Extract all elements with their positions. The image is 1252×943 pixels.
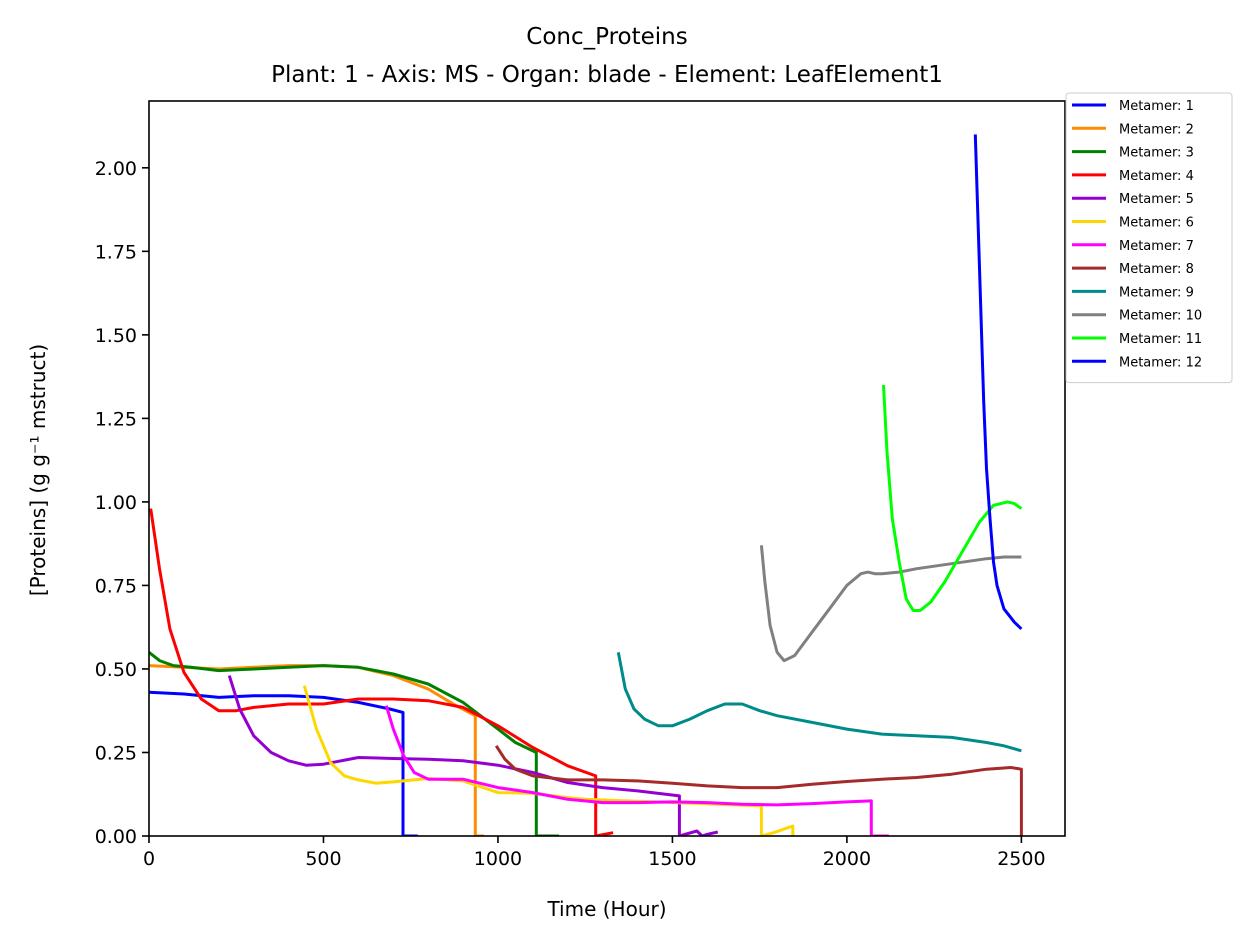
series-line-metamer-11 — [882, 384, 1023, 612]
series-line-metamer-7 — [384, 705, 889, 836]
legend-label: Metamer: 8 — [1119, 262, 1194, 277]
series-line-metamer-5 — [227, 675, 719, 836]
legend-label: Metamer: 6 — [1119, 216, 1194, 231]
plot-frame — [148, 100, 1066, 837]
y-tick-label: 1.50 — [95, 325, 137, 347]
legend: Metamer: 1 Metamer: 2 Metamer: 3 Metamer: 4… — [1065, 92, 1233, 384]
series-group — [149, 134, 1023, 836]
legend-label: Metamer: 9 — [1119, 285, 1194, 300]
chart-subtitle: Plant: 1 - Axis: MS - Organ: blade - Ele… — [271, 62, 943, 88]
plot-area: 0 500 1000 1500 2000 2500 0.00 0.25 0.50 0.75 1.00… — [95, 100, 1066, 870]
x-tick-label: 0 — [143, 848, 155, 870]
legend-label: Metamer: 7 — [1119, 239, 1194, 254]
y-tick-label: 2.00 — [95, 158, 137, 180]
legend-label: Metamer: 4 — [1119, 169, 1194, 184]
y-tick-label: 1.25 — [95, 408, 137, 430]
y-tick-label: 1.00 — [95, 492, 137, 514]
x-tick-label: 2500 — [997, 848, 1045, 870]
series-line-metamer-9 — [616, 652, 1022, 753]
series-line-metamer-3 — [149, 651, 559, 836]
series-line-metamer-10 — [759, 545, 1022, 663]
x-tick-label: 1500 — [648, 848, 696, 870]
chart-title: Conc_Proteins — [526, 24, 687, 50]
x-tick-label: 500 — [305, 848, 341, 870]
series-line-metamer-8 — [494, 744, 1023, 836]
y-tick-label: 0.50 — [95, 659, 137, 681]
legend-label: Metamer: 11 — [1119, 332, 1202, 347]
y-tick-label: 0.25 — [95, 742, 137, 764]
y-tick-label: 0.00 — [95, 826, 137, 848]
legend-label: Metamer: 3 — [1119, 146, 1194, 161]
legend-box — [1065, 92, 1233, 384]
y-tick-label: 1.75 — [95, 241, 137, 263]
series-line-metamer-4 — [149, 508, 614, 836]
x-tick-label: 1000 — [474, 848, 522, 870]
series-line-metamer-12 — [973, 134, 1023, 630]
y-axis-label: [Proteins] (g g⁻¹ mstruct) — [26, 344, 50, 596]
legend-label: Metamer: 1 — [1119, 99, 1194, 114]
legend-label: Metamer: 10 — [1119, 309, 1202, 324]
legend-label: Metamer: 12 — [1119, 355, 1202, 370]
legend-label: Metamer: 2 — [1119, 122, 1194, 137]
legend-label: Metamer: 5 — [1119, 192, 1194, 207]
y-tick-label: 0.75 — [95, 575, 137, 597]
x-axis-label: Time (Hour) — [546, 897, 666, 921]
x-tick-label: 2000 — [823, 848, 871, 870]
